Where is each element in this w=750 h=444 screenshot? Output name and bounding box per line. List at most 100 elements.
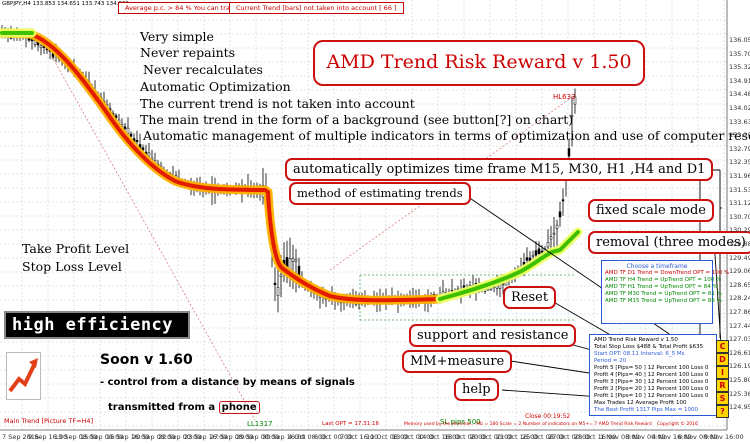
- time-tick-label: 3 Nov 00:00: [626, 433, 666, 441]
- high-efficiency-text: high efficiency: [12, 315, 174, 335]
- memory-label: Memory used by the terminal... Mb = 180 …: [404, 422, 652, 427]
- price-tick-label: 135.320: [729, 63, 750, 72]
- time-tick-label: 15 Sep 00:00: [80, 433, 124, 441]
- support-resistance-callout: support and resistance: [409, 324, 577, 347]
- info-line: Profit 3 [Pips= 30 ] 12 Percent 100 Loss…: [594, 379, 709, 385]
- price-tick-label: 130.290: [729, 226, 750, 235]
- price-tick-label: 127.860: [729, 308, 750, 316]
- price-tick-label: 126.610: [729, 348, 750, 357]
- timeframe-option[interactable]: AMD TF H4 Trend = UpTrend OPT = 100 %: [605, 277, 722, 283]
- reset-callout: Reset: [503, 286, 557, 309]
- trend-ribbon: [0, 28, 583, 305]
- price-tick-label: 129.880: [729, 240, 750, 248]
- candle-body: [288, 258, 292, 270]
- candle-body: [546, 241, 550, 248]
- side-button-r[interactable]: R: [716, 379, 729, 392]
- high-efficiency-badge: high efficiency: [4, 311, 190, 339]
- candle-body: [135, 139, 139, 143]
- candle-body: [294, 259, 298, 263]
- time-tick-label: 20 Oct 00:00: [470, 433, 513, 441]
- low-level-label: LL1317: [247, 420, 273, 428]
- candle-body: [570, 114, 574, 117]
- price-tick-label: 125.800: [729, 376, 750, 384]
- info-line: The Best Profit 1317 Pips Max = 1000: [594, 407, 699, 413]
- method-callout: method of estimating trends: [289, 182, 471, 205]
- timeframe-callout: automatically optimizes time frame M15, …: [285, 158, 714, 181]
- time-tick-label: 16 Sep 16:00: [106, 433, 150, 441]
- feature-item: Automatic Optimization: [140, 79, 291, 94]
- feature-item: The main trend in the form of a backgrou…: [140, 112, 574, 127]
- timeframe-option[interactable]: AMD TF M30 Trend = UpTrend OPT = 81 %: [605, 291, 722, 297]
- sl-pips-label: SL pips 500: [440, 418, 481, 426]
- info-line: Period = 20: [594, 358, 627, 364]
- price-tick-label: 134.020: [729, 104, 750, 112]
- control-text: - control from a distance by means of si…: [100, 377, 355, 388]
- candle-body: [525, 257, 529, 261]
- mm-measure-callout: MM+measure: [402, 350, 513, 373]
- time-tick-label: 7 Sep 2016: [2, 433, 40, 441]
- feature-item: Automatic management of multiple indicat…: [143, 128, 750, 143]
- last-opt-label: Last OPT = 17:31:16: [322, 421, 380, 427]
- time-tick-label: 18 Oct 08:00: [444, 433, 487, 441]
- time-tick-label: 29 Sep 00:00: [236, 433, 280, 441]
- info-line: Profit 5 [Pips= 50 ] 12 Percent 100 Loss…: [594, 365, 709, 371]
- current-trend-box: Current Trend [bars] not taken into acco…: [229, 2, 404, 14]
- price-tick-label: 126.190: [729, 362, 750, 371]
- price-tick-label: 133.630: [729, 117, 750, 126]
- candle-body: [552, 232, 556, 235]
- timeframe-option[interactable]: AMD TF D1 Trend = DownTrend OPT = 100 %: [605, 270, 730, 276]
- copyright-label: Copyright © 2016: [657, 422, 698, 427]
- take-profit-label: Take Profit Level: [22, 241, 130, 256]
- stop-loss-label: Stop Loss Level: [22, 259, 122, 274]
- timeframe-list[interactable]: AMD TF D1 Trend = DownTrend OPT = 100 % A…: [602, 270, 730, 305]
- time-tick-label: 22 Sep 00:00: [158, 433, 202, 441]
- side-button-i[interactable]: I: [716, 366, 729, 379]
- candle-body: [126, 127, 130, 134]
- info-line: Total Stop Loss $488 & Total Profit $635: [594, 344, 704, 350]
- time-tick-label: 30 Sep 16:00: [262, 433, 306, 441]
- time-tick-label: 8 Nov 08:00: [678, 433, 718, 441]
- transmitted-text: transmitted from a phone: [108, 401, 260, 414]
- info-line: Profit 4 [Pips= 40 ] 12 Percent 100 Loss…: [594, 372, 709, 378]
- side-button-c[interactable]: C: [716, 340, 729, 353]
- price-tick-label: 124.950: [729, 403, 750, 412]
- symbol-label: GBPJPY,H4 133.853 134.651 133.743 134.63…: [2, 1, 129, 7]
- side-button-s[interactable]: S: [716, 392, 729, 405]
- price-tick-label: 132.350: [729, 158, 750, 167]
- timeframe-option[interactable]: AMD TF H1 Trend = UpTrend OPT = 84 %: [605, 284, 718, 290]
- candle-body: [147, 152, 151, 157]
- timeframe-panel-title: Choose a timeframe: [626, 263, 688, 270]
- candle-body: [534, 250, 538, 256]
- price-tick-label: 131.530: [729, 185, 750, 194]
- time-tick-label: 9 Sep 16:00: [28, 433, 68, 441]
- candle-body: [567, 148, 571, 157]
- close-time-label: Close 00:19:52: [525, 413, 571, 420]
- price-tick-label: 127.030: [729, 335, 750, 344]
- time-tick-label: 25 Oct 08:00: [522, 433, 565, 441]
- feature-item: The current trend is not taken into acco…: [140, 96, 415, 111]
- side-button-help[interactable]: ?: [716, 405, 729, 418]
- candle-body: [273, 282, 277, 286]
- info-line: Start OPT: 08.11 Interval: 6_5 Ms: [594, 351, 685, 357]
- price-tick-label: 125.360: [729, 389, 750, 398]
- candle-body: [39, 45, 43, 49]
- candle-body: [276, 287, 280, 296]
- candle-body: [141, 147, 145, 151]
- time-tick-label: 1 Nov 08:00: [600, 433, 640, 441]
- price-tick-label: 131.120: [729, 199, 750, 208]
- side-button-d[interactable]: D: [716, 353, 729, 366]
- time-tick-label: 13 Sep 08:00: [54, 433, 98, 441]
- time-tick-label: 23 Sep 16:00: [184, 433, 228, 441]
- info-list: AMD Trend Risk Reward v 1.50 Total Stop L…: [590, 335, 716, 414]
- info-line: AMD Trend Risk Reward v 1.50: [594, 337, 678, 343]
- candle-body: [573, 96, 577, 105]
- time-tick-label: 6 Oct 00:00: [314, 433, 353, 441]
- price-tick-label: 136.050: [729, 36, 750, 44]
- price-tick-label: 127.440: [729, 321, 750, 330]
- average-status-box: Average p.c. > 84 % You can trade: [118, 2, 246, 14]
- timeframe-option[interactable]: AMD TF M15 Trend = UpTrend OPT = 86 %: [605, 298, 722, 304]
- time-tick-label: 21 Oct 16:00: [496, 433, 539, 441]
- removal-callout: removal (three modes): [588, 231, 750, 254]
- feature-item: Never recalculates: [143, 62, 263, 77]
